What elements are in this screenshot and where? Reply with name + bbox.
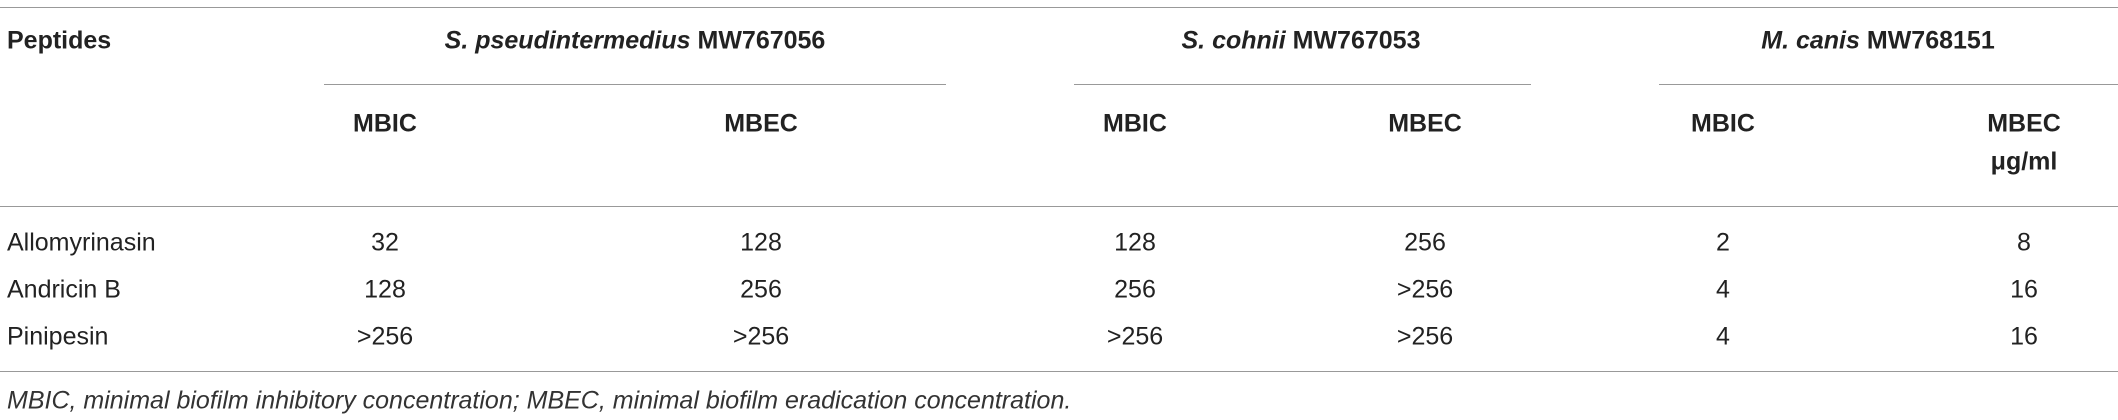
rule [324,84,946,85]
subheader: MBIC [353,109,417,138]
cell: 128 [740,228,782,257]
subheader: MBEC [1987,109,2061,138]
cell: 256 [1114,275,1156,304]
species: M. canis [1761,26,1860,55]
cell: 128 [1114,228,1156,257]
cell: 4 [1716,275,1730,304]
strain: MW768151 [1866,26,1995,55]
rule [0,371,2118,372]
cell: 8 [2017,228,2031,257]
cell: 16 [2010,322,2038,351]
unit: μg/ml [1990,147,2058,176]
cell: 16 [2010,275,2038,304]
row-label: Pinipesin [7,322,109,351]
cell: >256 [1396,275,1454,304]
cell: 32 [371,228,399,257]
cell: >256 [732,322,790,351]
cell: 2 [1716,228,1730,257]
header-cell: Peptides [7,26,112,55]
cell: 4 [1716,322,1730,351]
cell: >256 [356,322,414,351]
cell: >256 [1396,322,1454,351]
subheader: MBEC [1388,109,1462,138]
row-label: Allomyrinasin [7,228,156,257]
strain: MW767053 [1292,26,1421,55]
rule [0,7,2118,8]
group-header: S. pseudintermedius MW767056 [445,27,826,56]
strain: MW767056 [697,26,826,55]
subheader: MBIC [1103,109,1167,138]
rule [1074,84,1531,85]
rule [0,206,2118,207]
cell: 128 [364,275,406,304]
rule [1659,84,2118,85]
group-header: S. cohnii MW767053 [1182,27,1421,56]
species: S. cohnii [1181,26,1286,55]
species: S. pseudintermedius [444,26,691,55]
footnote: MBIC, minimal biofilm inhibitory concent… [7,386,1072,415]
group-header: M. canis MW768151 [1761,27,1994,56]
subheader: MBIC [1691,109,1755,138]
subheader: MBEC [724,109,798,138]
cell: 256 [740,275,782,304]
cell: >256 [1106,322,1164,351]
row-label: Andricin B [7,275,121,304]
cell: 256 [1404,228,1446,257]
